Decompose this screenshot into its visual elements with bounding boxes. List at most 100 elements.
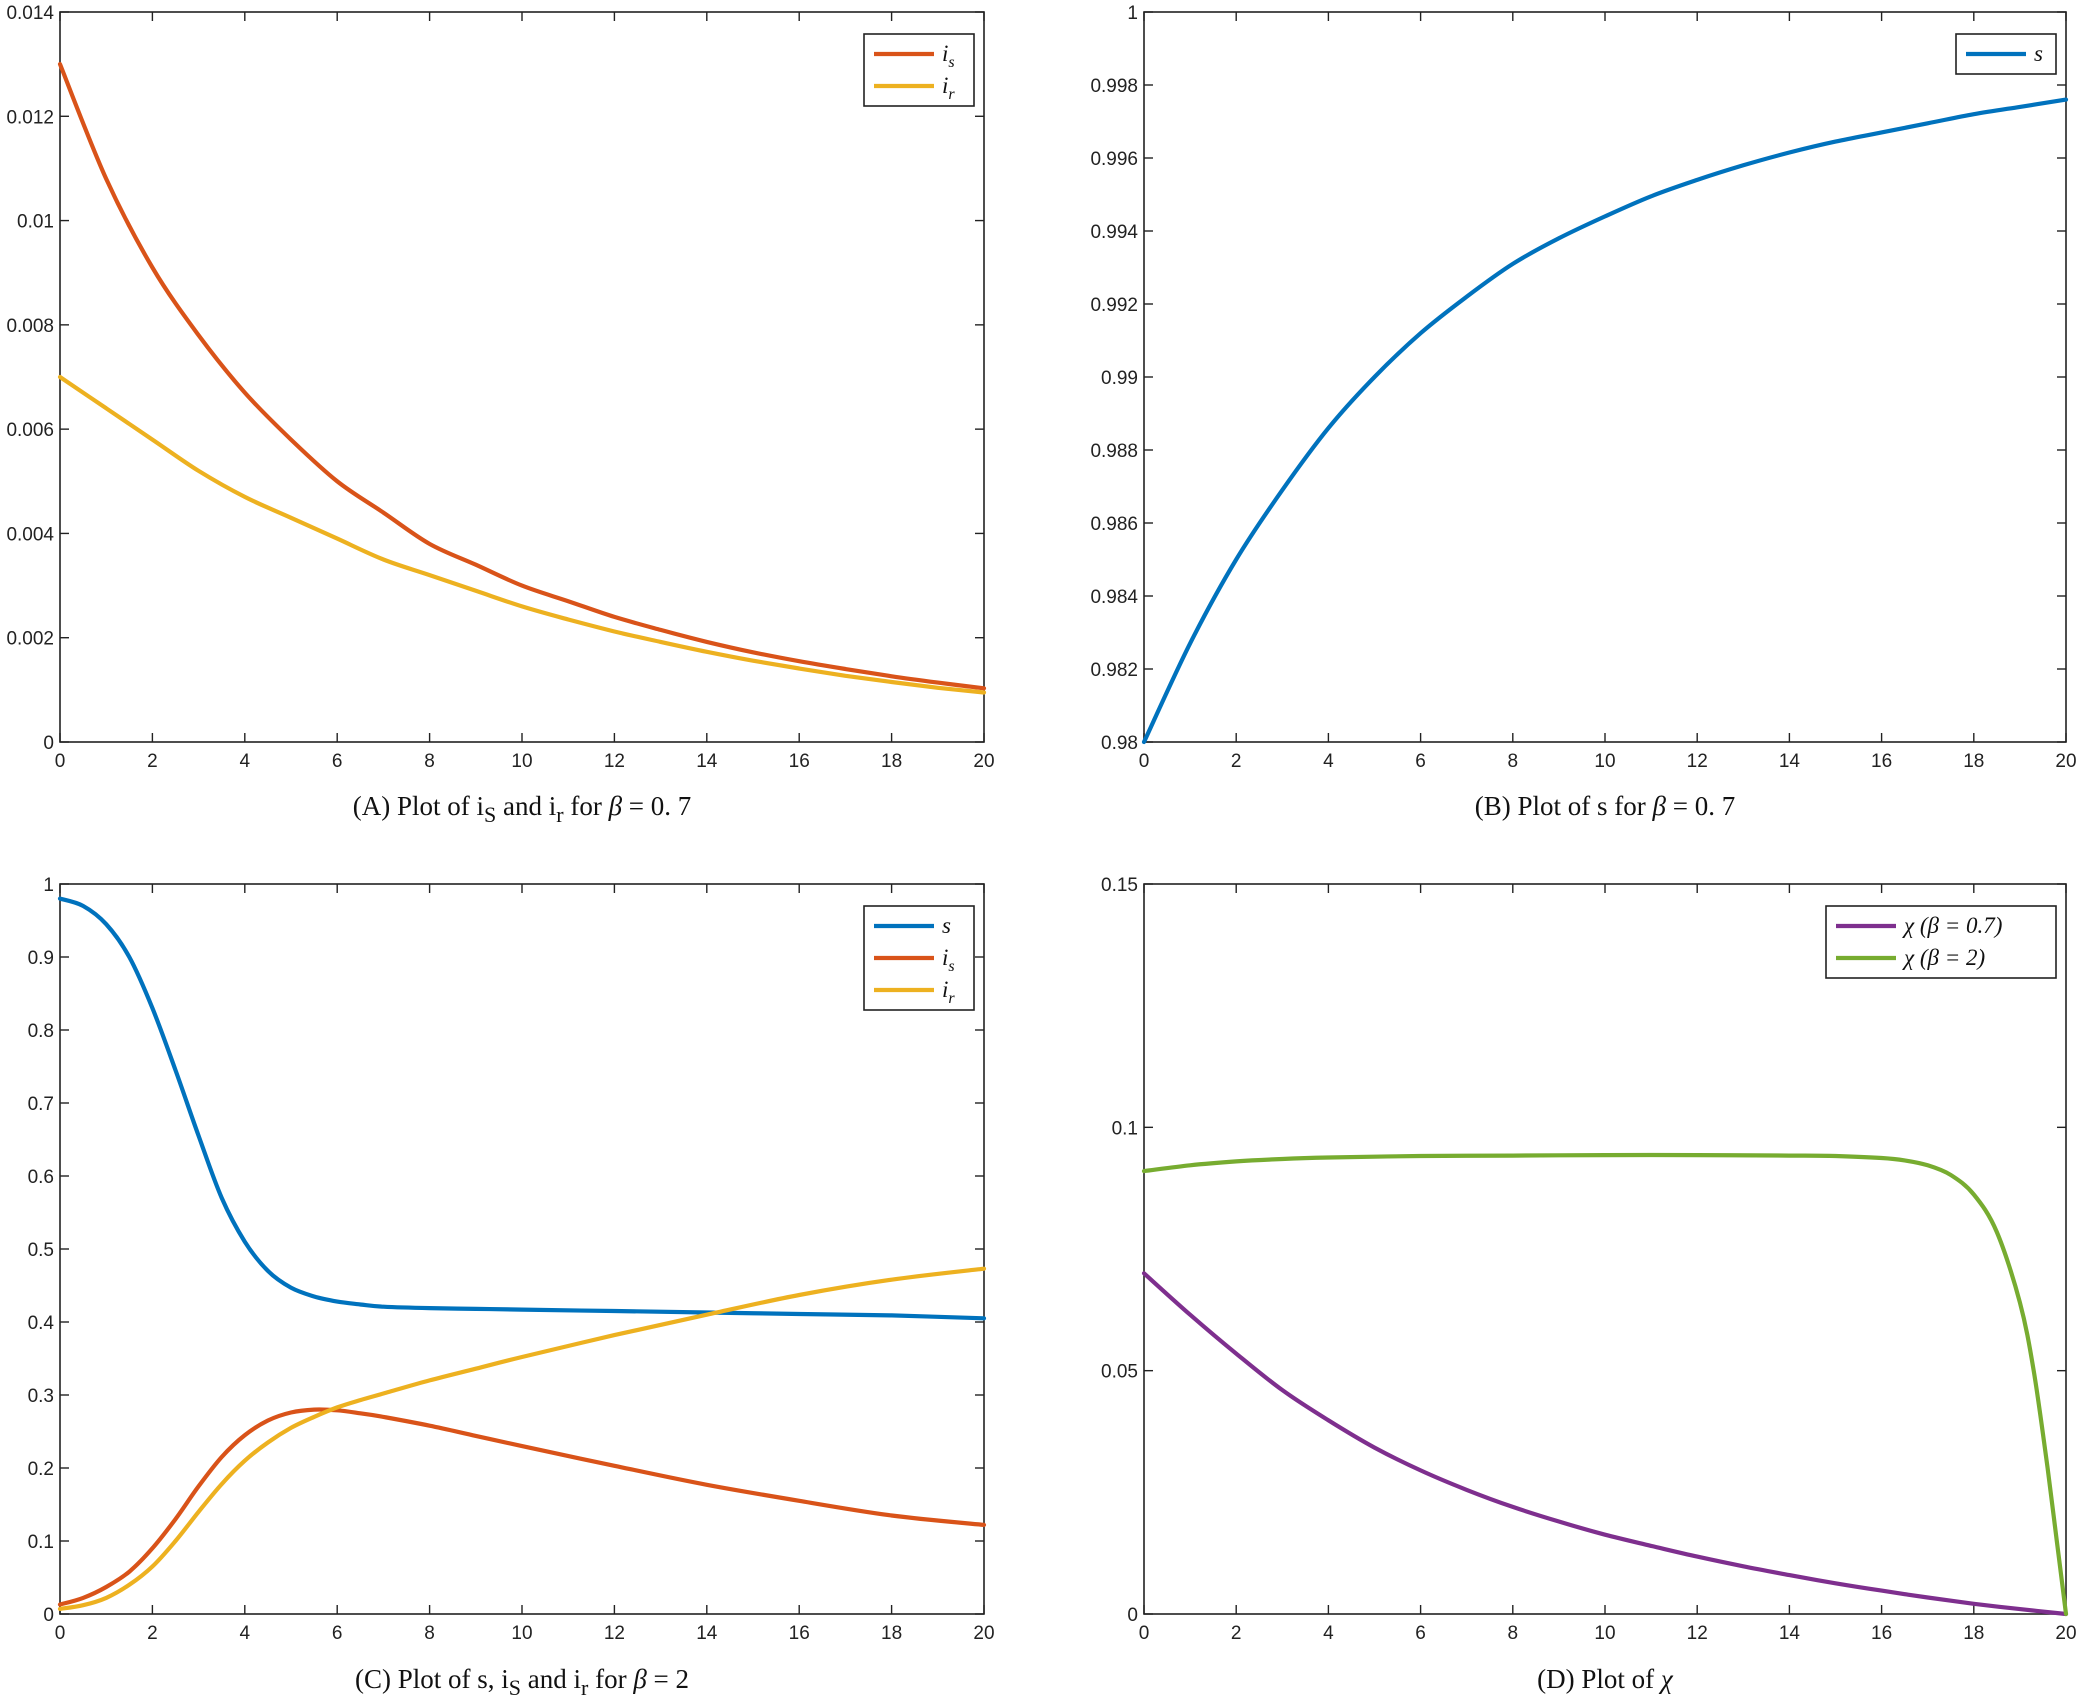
legend-label: ir bbox=[942, 73, 955, 103]
legend-label-main: i bbox=[942, 945, 948, 970]
x-tick-label: 8 bbox=[1508, 1623, 1519, 1644]
y-tick-label: 1 bbox=[43, 875, 54, 896]
x-tick-label: 18 bbox=[1963, 751, 1984, 772]
y-tick-label: 0.01 bbox=[17, 212, 54, 233]
y-tick-label: 0.05 bbox=[1101, 1362, 1138, 1383]
y-tick-label: 0.8 bbox=[28, 1021, 54, 1042]
y-tick-label: 0.1 bbox=[28, 1532, 54, 1553]
x-tick-label: 4 bbox=[1323, 1623, 1334, 1644]
caption-part: i bbox=[574, 1664, 582, 1694]
legend-label: χ (β = 0.7) bbox=[1902, 913, 2002, 938]
y-tick-label: 1 bbox=[1127, 3, 1138, 24]
caption-part: for bbox=[1608, 791, 1653, 821]
legend-label-sub: r bbox=[948, 86, 955, 103]
series-line-s bbox=[1141, 97, 2069, 745]
y-tick-label: 0.988 bbox=[1090, 441, 1138, 462]
x-tick-label: 2 bbox=[147, 1623, 158, 1644]
y-tick-label: 0.998 bbox=[1090, 76, 1138, 97]
caption-part: S bbox=[509, 1675, 521, 1700]
caption-part: β bbox=[632, 1664, 647, 1694]
x-tick-label: 12 bbox=[1687, 1623, 1708, 1644]
y-tick-label: 0.004 bbox=[6, 524, 54, 545]
caption-part: and bbox=[496, 791, 548, 821]
series-line--2- bbox=[1141, 1152, 2069, 1617]
legend-label-sub: s bbox=[948, 958, 954, 975]
x-tick-label: 6 bbox=[1415, 751, 1426, 772]
x-tick-label: 14 bbox=[1779, 1623, 1801, 1644]
y-tick-label: 0.1 bbox=[1112, 1118, 1138, 1139]
x-tick-label: 10 bbox=[511, 751, 532, 772]
legend-label: ir bbox=[942, 977, 955, 1007]
x-tick-label: 2 bbox=[147, 751, 158, 772]
chart-caption: (D) Plot of χ bbox=[1537, 1664, 1674, 1694]
series-line--0-7- bbox=[1141, 1271, 2069, 1617]
caption-part: χ bbox=[1658, 1664, 1674, 1694]
y-tick-label: 0.986 bbox=[1090, 514, 1138, 535]
x-tick-label: 12 bbox=[604, 1623, 625, 1644]
y-tick-label: 0 bbox=[43, 733, 54, 754]
x-tick-label: 2 bbox=[1231, 751, 1242, 772]
caption-part: S bbox=[484, 802, 496, 827]
x-tick-label: 16 bbox=[1871, 1623, 1892, 1644]
x-tick-label: 16 bbox=[1871, 751, 1892, 772]
panel-c: 0 2 4 6 8 10 12 14 16 18 20 0 0.1 0.2 0.3 0.4 0.5 0.6 0.7 0… bbox=[28, 875, 995, 1700]
y-tick-label: 0.4 bbox=[28, 1313, 55, 1334]
legend-label: is bbox=[942, 41, 955, 71]
chart-caption: (B) Plot of s for β = 0. 7 bbox=[1475, 791, 1735, 821]
x-tick-label: 8 bbox=[424, 1623, 435, 1644]
x-tick-label: 12 bbox=[1687, 751, 1708, 772]
caption-part: β bbox=[608, 791, 623, 821]
x-tick-label: 6 bbox=[332, 751, 343, 772]
legend-label: s bbox=[2034, 41, 2043, 66]
caption-part: for bbox=[588, 1664, 633, 1694]
legend-box bbox=[1825, 905, 2057, 979]
y-tick-label: 0.014 bbox=[6, 3, 54, 24]
x-tick-label: 14 bbox=[1779, 751, 1801, 772]
legend-label-main: s bbox=[942, 913, 951, 938]
x-tick-label: 4 bbox=[240, 1623, 251, 1644]
x-tick-label: 10 bbox=[511, 1623, 532, 1644]
chart-caption: (A) Plot of iS and ir for β = 0. 7 bbox=[353, 791, 692, 827]
legend-label: χ (β = 2) bbox=[1902, 945, 1985, 970]
plot-area-frame bbox=[59, 11, 985, 743]
legend-box bbox=[863, 33, 975, 107]
caption-part: = 0. 7 bbox=[1666, 791, 1735, 821]
legend-label: is bbox=[942, 945, 955, 975]
caption-part: (D) Plot of bbox=[1537, 1664, 1661, 1694]
y-tick-label: 0.5 bbox=[28, 1240, 54, 1261]
caption-part: (C) Plot of bbox=[355, 1664, 477, 1694]
series-line-i_s bbox=[57, 1407, 987, 1607]
x-tick-label: 0 bbox=[55, 1623, 66, 1644]
x-tick-label: 20 bbox=[973, 1623, 994, 1644]
y-tick-label: 0.006 bbox=[6, 420, 54, 441]
x-tick-label: 16 bbox=[789, 751, 810, 772]
y-tick-label: 0.982 bbox=[1090, 660, 1138, 681]
caption-part: (A) Plot of bbox=[353, 791, 477, 821]
caption-part: (B) Plot of bbox=[1475, 791, 1597, 821]
y-tick-label: 0.994 bbox=[1090, 222, 1138, 243]
y-tick-label: 0.7 bbox=[28, 1094, 54, 1115]
x-tick-label: 16 bbox=[789, 1623, 810, 1644]
x-tick-label: 20 bbox=[2055, 751, 2076, 772]
x-tick-label: 18 bbox=[1963, 1623, 1984, 1644]
x-tick-label: 8 bbox=[424, 751, 435, 772]
y-tick-label: 0.012 bbox=[6, 107, 54, 128]
x-tick-label: 10 bbox=[1594, 1623, 1615, 1644]
caption-part: s bbox=[1597, 791, 1608, 821]
x-tick-label: 14 bbox=[696, 751, 718, 772]
caption-part: i bbox=[549, 791, 557, 821]
caption-part: for bbox=[564, 791, 609, 821]
y-tick-label: 0.99 bbox=[1101, 368, 1138, 389]
x-tick-label: 0 bbox=[1139, 751, 1150, 772]
series-line-s bbox=[57, 896, 987, 1321]
x-tick-label: 18 bbox=[881, 751, 902, 772]
x-tick-label: 10 bbox=[1594, 751, 1615, 772]
y-tick-label: 0.15 bbox=[1101, 875, 1138, 896]
y-tick-label: 0.002 bbox=[6, 629, 54, 650]
y-tick-label: 0.996 bbox=[1090, 149, 1138, 170]
legend-label-main: s bbox=[2034, 41, 2043, 66]
panel-a: 0 2 4 6 8 10 12 14 16 18 20 0 0.002 0.004 0.006 0.008 0.… bbox=[6, 3, 994, 827]
caption-part: and bbox=[521, 1664, 573, 1694]
x-tick-label: 4 bbox=[1323, 751, 1334, 772]
